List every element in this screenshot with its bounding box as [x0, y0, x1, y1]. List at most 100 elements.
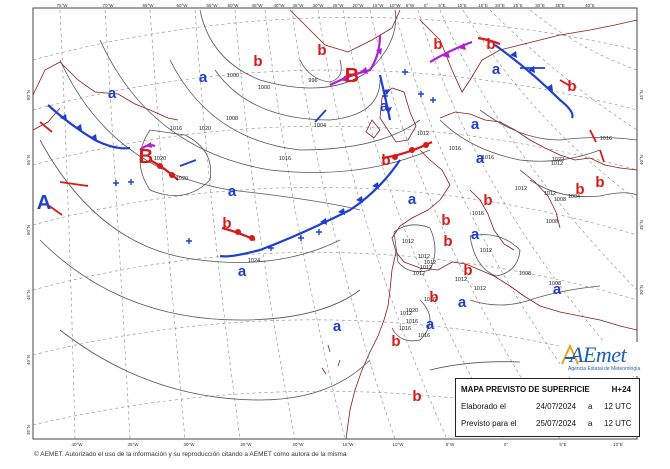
isobar-value-labels: 1000100010041008996102010161020102410201…	[154, 73, 612, 339]
lon-label-top: 0°	[424, 3, 429, 8]
isobar-label: 1012	[480, 248, 492, 254]
high-pressure-center: a	[108, 85, 117, 102]
bottom-longitude-labels: 40°W 35°W 30°W 25°W 20°W 15°W 10°W 5°W 0° 5°E 10°E	[71, 442, 622, 447]
lon-label-bottom: 5°E	[559, 442, 566, 447]
aemet-logo-word: AEmet	[570, 342, 627, 367]
isobar-label: 1012	[424, 260, 436, 266]
lat-label-left: 55°N	[26, 155, 31, 165]
isobar-label: 1012	[400, 311, 412, 317]
isobar-label: 1020	[406, 308, 418, 314]
isobar-label: 1012	[413, 271, 425, 277]
previsto-label: Previsto para el	[461, 419, 517, 428]
isobar-label: 1008	[549, 281, 561, 287]
high-pressure-center: a	[471, 116, 480, 133]
isobar-label: 1008	[519, 271, 531, 277]
lon-label-top: 20°W	[352, 3, 364, 8]
high-pressure-center: a	[380, 98, 389, 115]
isobar-label: 1012	[417, 131, 429, 137]
isobar-label: 1004	[314, 123, 326, 129]
lon-label-top: 10°E	[457, 3, 467, 8]
lat-label-right: 35°N	[639, 220, 644, 230]
lon-label-top: 55°W	[206, 3, 218, 8]
cold-front-pips	[60, 51, 553, 225]
lon-label-bottom: 0°	[504, 442, 509, 447]
isobar-label: 1000	[258, 85, 270, 91]
isobar-label: 1012	[515, 186, 527, 192]
lon-label-bottom: 20°W	[292, 442, 304, 447]
isobar-label: 1016	[406, 319, 418, 325]
high-pressure-center: a	[333, 318, 342, 335]
low-pressure-center: b	[441, 212, 450, 229]
elaborado-label: Elaborado el	[461, 402, 506, 411]
lon-label-bottom: 15°W	[342, 442, 354, 447]
isobar-label: 1008	[546, 219, 558, 225]
isobar-label: 1020	[154, 156, 166, 162]
lon-label-top: 50°W	[227, 3, 239, 8]
high-pressure-center: a	[476, 150, 485, 167]
lat-label-right: 40°N	[639, 155, 644, 165]
elaborado-date: 24/07/2024	[536, 402, 577, 411]
lon-label-top: 15°W	[372, 3, 384, 8]
low-pressure-center: b	[317, 42, 326, 59]
lon-label-top: 40°E	[585, 3, 595, 8]
top-longitude-labels: 75°W 70°W 65°W 60°W 55°W 50°W 45°W 40°W 35°W 30°W…	[56, 3, 594, 8]
isobar-label: 1024	[248, 258, 260, 264]
lon-label-top: 30°E	[535, 3, 545, 8]
low-pressure-center: b	[443, 233, 452, 250]
warm-front-pips	[157, 142, 429, 241]
troughs-minor-fronts	[39, 67, 605, 216]
previsto-sep: a	[588, 419, 593, 428]
previsto-row: Previsto para el 25/07/2024 a 12 UTC	[461, 419, 635, 430]
isobar-label: 1012	[420, 265, 432, 271]
isobar-label: 1016	[170, 126, 182, 132]
lon-label-bottom: 10°E	[613, 442, 623, 447]
lon-label-top: 65°W	[142, 3, 154, 8]
isobar-label: 1016	[424, 297, 436, 303]
lon-label-top: 5°E	[438, 3, 445, 8]
isobar-label: 1004	[568, 194, 580, 200]
copyright-footer: © AEMET. Autorizado el uso de la informa…	[34, 451, 347, 458]
isobar-label: 1012	[474, 286, 486, 292]
high-pressure-center: a	[492, 61, 501, 78]
legend-title-row: MAPA PREVISTO DE SUPERFICIE H+24	[461, 385, 635, 396]
lat-label-right: 45°N	[639, 90, 644, 100]
lon-label-bottom: 25°W	[240, 442, 252, 447]
elaborado-sep: a	[588, 402, 593, 411]
lon-label-top: 60°W	[176, 3, 188, 8]
low-pressure-center: b	[463, 262, 472, 279]
isobar-label: 1016	[399, 326, 411, 332]
low-pressure-center: b	[222, 215, 231, 232]
lat-label-left: 35°N	[26, 425, 31, 435]
isobar-label: 1022	[552, 157, 564, 163]
lat-label-left: 60°N	[26, 90, 31, 100]
high-pressure-center: a	[238, 263, 247, 280]
lon-label-top: 10°W	[389, 3, 401, 8]
low-pressure-center: b	[483, 192, 492, 209]
high-pressure-center: A	[37, 192, 51, 214]
lon-label-top: 75°W	[56, 3, 68, 8]
graticule	[32, 9, 638, 440]
lon-label-top: 5°W	[406, 3, 415, 8]
high-pressure-center: a	[458, 294, 467, 311]
lat-label-right: 30°N	[639, 285, 644, 295]
lon-label-bottom: 40°W	[71, 442, 83, 447]
aemet-logo-subtitle: Agencia Estatal de Meteorología	[568, 366, 641, 372]
isobar-label: 1012	[418, 254, 430, 260]
isobar-label: 1012	[455, 277, 467, 283]
lon-label-top: 35°E	[555, 3, 565, 8]
lon-label-top: 40°W	[273, 3, 285, 8]
isobar-label: 1012	[551, 161, 563, 167]
lon-label-top: 25°E	[513, 3, 523, 8]
lon-label-top: 45°W	[251, 3, 263, 8]
low-pressure-center: b	[429, 289, 438, 306]
high-pressure-center: a	[553, 281, 562, 298]
isobar-label: 996	[308, 78, 317, 84]
low-pressure-center: b	[433, 36, 442, 53]
high-pressure-center: a	[426, 316, 435, 333]
aemet-logo: AEmet Agencia Estatal de Meteorología	[560, 342, 652, 376]
map-title: MAPA PREVISTO DE SUPERFICIE	[461, 385, 590, 394]
low-pressure-center: b	[391, 333, 400, 350]
lon-label-bottom: 5°W	[446, 442, 455, 447]
high-pressure-center: a	[228, 183, 237, 200]
